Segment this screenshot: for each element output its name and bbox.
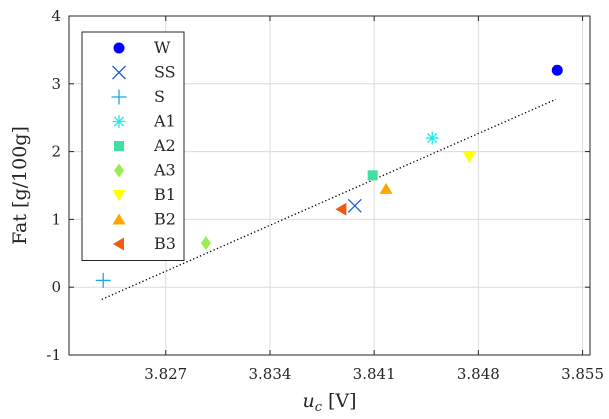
fit-line	[101, 98, 557, 300]
marker-shape	[114, 141, 124, 151]
x-tick-label: 3.855	[561, 365, 604, 383]
y-tick-label: 3	[51, 75, 61, 93]
marker-shape	[462, 152, 476, 164]
x-tick-label: 3.834	[248, 365, 291, 383]
legend-label: A2	[153, 136, 176, 155]
legend-marker	[114, 141, 124, 151]
y-tick-label: 4	[51, 7, 61, 25]
marker-shape	[113, 42, 125, 54]
legend-box	[81, 31, 185, 261]
y-tick-label: 2	[51, 143, 61, 161]
legend-marker	[112, 65, 126, 80]
legend-label: W	[154, 38, 171, 57]
marker-shape	[112, 213, 126, 225]
legend-marker	[113, 42, 125, 54]
marker-shape	[425, 131, 439, 145]
marker-shape	[111, 89, 127, 105]
x-tick-label: 3.848	[457, 365, 500, 383]
y-tick-label: 0	[51, 278, 61, 296]
legend-item-b3: B3	[113, 234, 176, 253]
legend-marker	[111, 89, 127, 105]
legend-item-w: W	[113, 38, 171, 57]
y-axis-label: Fat [g/100g]	[9, 126, 31, 245]
y-tick-label: -1	[46, 346, 61, 364]
legend-label: B2	[154, 210, 176, 229]
y-tick-label: 1	[51, 210, 61, 228]
point-a2	[367, 170, 378, 181]
legend-item-a1: A1	[112, 112, 176, 131]
legend-item-b1: B1	[112, 185, 176, 204]
point-b3	[335, 202, 347, 216]
marker-shape	[95, 272, 111, 288]
legend-item-a3: A3	[114, 161, 176, 180]
legend-label: SS	[154, 63, 176, 82]
legend-marker	[114, 163, 124, 178]
data-points	[95, 64, 563, 288]
marker-shape	[113, 237, 124, 251]
x-tick-label: 3.827	[144, 365, 187, 383]
point-b2	[379, 182, 393, 194]
legend-label: S	[154, 87, 165, 106]
marker-shape	[347, 198, 362, 213]
point-w	[551, 64, 563, 76]
plot-frame	[68, 15, 591, 356]
legend-label: A1	[153, 112, 176, 131]
point-ss	[347, 198, 362, 213]
legend-marker	[113, 237, 124, 251]
axis-ticks	[69, 15, 590, 356]
legend-item-ss: SS	[112, 63, 176, 82]
legend-label: B3	[154, 234, 176, 253]
legend-label: A3	[153, 161, 176, 180]
legend-marker	[112, 190, 126, 201]
marker-shape	[112, 115, 126, 128]
legend-marker	[112, 115, 126, 128]
x-axis-label: uc [V]	[302, 390, 356, 415]
marker-shape	[112, 65, 126, 80]
marker-shape	[379, 182, 393, 194]
legend-item-s: S	[111, 87, 165, 106]
x-tick-label: 3.841	[353, 365, 396, 383]
y-tick-labels: -1 0 1 2 3 4	[46, 7, 61, 364]
marker-shape	[367, 170, 378, 181]
x-tick-labels: 3.827 3.834 3.841 3.848 3.855	[144, 365, 604, 383]
marker-shape	[551, 64, 563, 76]
marker-shape	[335, 202, 347, 216]
point-s	[95, 272, 111, 288]
marker-shape	[200, 236, 211, 251]
point-b1	[462, 152, 476, 164]
marker-shape	[112, 190, 126, 201]
legend-item-b2: B2	[112, 210, 176, 229]
legend-marker	[112, 213, 126, 225]
legend-label: B1	[154, 185, 176, 204]
marker-shape	[114, 163, 124, 178]
point-a1	[425, 131, 439, 145]
point-a3	[200, 236, 211, 251]
legend-item-a2: A2	[114, 136, 176, 155]
